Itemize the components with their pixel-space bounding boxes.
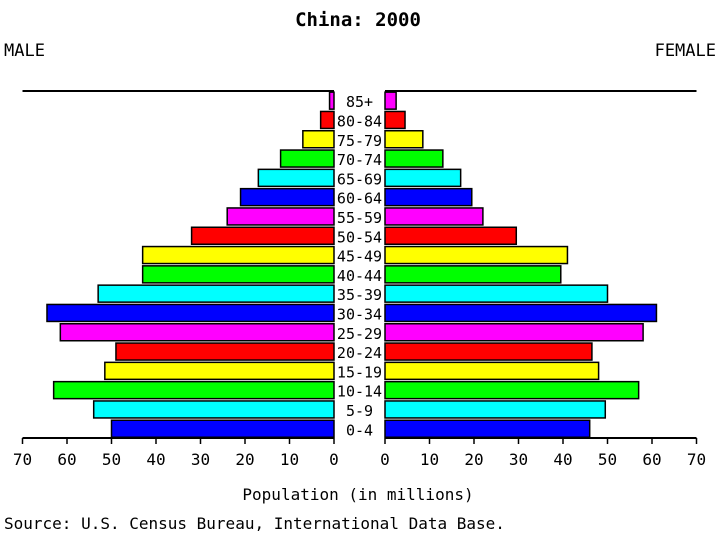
- axes-group: 0 0 10 10 20 20 30 30 40 40 50 50 60 60 70 70: [13, 90, 706, 469]
- age-label-5-9: 5-9: [346, 402, 373, 420]
- male-tick-label-30: 30: [191, 450, 210, 469]
- age-label-25-29: 25-29: [337, 325, 382, 343]
- male-tick-label-10: 10: [280, 450, 299, 469]
- bar-female-30-34: [384, 303, 658, 323]
- age-label-45-49: 45-49: [337, 248, 382, 266]
- age-label-55-59: 55-59: [337, 209, 382, 227]
- bar-male-50-54: [190, 226, 335, 245]
- bar-female-35-39: [384, 284, 609, 303]
- bar-female-50-54: [384, 226, 518, 245]
- bar-female-85+: [384, 91, 397, 110]
- bar-female-70-74: [384, 149, 444, 168]
- female-tick-label-50: 50: [598, 450, 617, 469]
- female-tick-label-30: 30: [509, 450, 528, 469]
- female-tick-label-20: 20: [464, 450, 483, 469]
- age-label-60-64: 60-64: [337, 190, 382, 208]
- female-tick-label-60: 60: [642, 450, 661, 469]
- bar-male-30-34: [46, 303, 335, 323]
- age-label-40-44: 40-44: [337, 267, 382, 285]
- bar-female-5-9: [384, 400, 607, 419]
- male-tick-label-20: 20: [235, 450, 254, 469]
- bar-female-25-29: [384, 323, 644, 342]
- bar-female-80-84: [384, 110, 406, 130]
- bar-male-60-64: [239, 187, 335, 207]
- bars-group: [46, 91, 658, 438]
- bar-male-10-14: [52, 380, 335, 400]
- female-label: FEMALE: [655, 41, 716, 61]
- chart-title: China: 2000: [295, 9, 421, 31]
- male-tick-label-70: 70: [13, 450, 32, 469]
- bar-female-60-64: [384, 187, 473, 207]
- bar-male-85+: [328, 91, 335, 110]
- bar-male-35-39: [97, 284, 335, 303]
- bar-female-40-44: [384, 265, 562, 284]
- male-tick-label-40: 40: [146, 450, 165, 469]
- age-label-70-74: 70-74: [337, 151, 382, 169]
- female-tick-label-70: 70: [687, 450, 706, 469]
- bar-male-5-9: [92, 400, 335, 419]
- bar-male-55-59: [226, 207, 335, 226]
- age-label-65-69: 65-69: [337, 170, 382, 188]
- male-tick-label-50: 50: [102, 450, 121, 469]
- female-tick-label-40: 40: [553, 450, 572, 469]
- age-label-30-34: 30-34: [337, 305, 382, 323]
- bar-female-75-79: [384, 130, 424, 149]
- bar-male-40-44: [141, 265, 335, 284]
- bar-male-25-29: [59, 323, 335, 342]
- bar-female-15-19: [384, 361, 600, 381]
- male-tick-label-60: 60: [57, 450, 76, 469]
- bar-female-45-49: [384, 245, 569, 265]
- age-label-20-24: 20-24: [337, 344, 382, 362]
- bar-male-45-49: [141, 245, 335, 265]
- bar-male-20-24: [115, 342, 335, 361]
- age-label-75-79: 75-79: [337, 132, 382, 150]
- bar-male-75-79: [302, 130, 335, 149]
- age-label-0-4: 0-4: [346, 421, 373, 439]
- bar-female-55-59: [384, 207, 484, 226]
- age-label-85+: 85+: [346, 93, 373, 111]
- bar-female-65-69: [384, 168, 462, 188]
- male-tick-label-0: 0: [329, 450, 339, 469]
- age-label-80-84: 80-84: [337, 112, 382, 130]
- bar-female-0-4: [384, 419, 591, 438]
- bar-male-0-4: [110, 419, 335, 438]
- age-label-50-54: 50-54: [337, 228, 382, 246]
- x-axis-label: Population (in millions): [242, 485, 473, 504]
- bar-male-80-84: [319, 110, 335, 130]
- age-label-15-19: 15-19: [337, 363, 382, 381]
- bar-male-15-19: [104, 361, 335, 381]
- female-tick-label-0: 0: [380, 450, 390, 469]
- bar-female-20-24: [384, 342, 593, 361]
- bar-male-70-74: [279, 149, 335, 168]
- bar-male-65-69: [257, 168, 335, 188]
- bar-female-10-14: [384, 380, 640, 400]
- age-label-10-14: 10-14: [337, 383, 382, 401]
- female-tick-label-10: 10: [420, 450, 439, 469]
- source-text: Source: U.S. Census Bureau, Internationa…: [4, 514, 505, 533]
- age-label-35-39: 35-39: [337, 286, 382, 304]
- male-label: MALE: [4, 41, 45, 61]
